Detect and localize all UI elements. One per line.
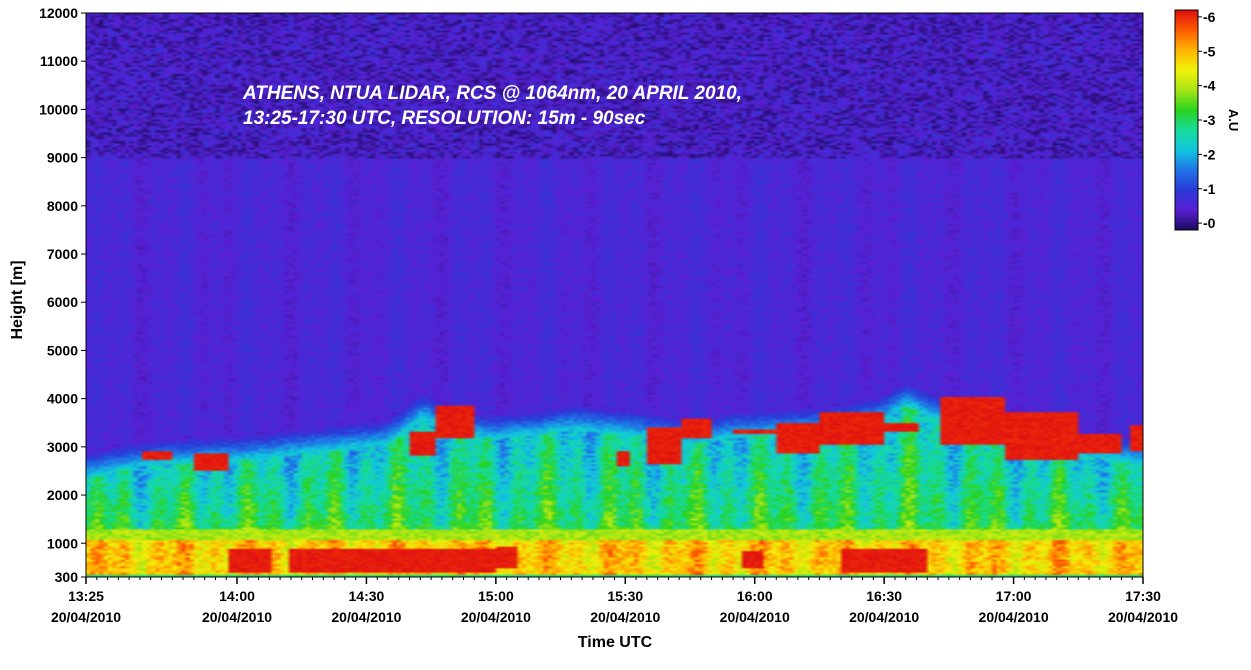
y-tick-label: 10000 <box>39 101 78 117</box>
colorbar-tick-label: -5 <box>1203 43 1216 59</box>
chart-title-line-2: 13:25-17:30 UTC, RESOLUTION: 15m - 90sec <box>243 108 646 129</box>
x-tick-date-label: 20/04/2010 <box>720 609 790 625</box>
colorbar-tick-label: -6 <box>1203 9 1216 25</box>
y-tick-label: 1000 <box>47 535 78 551</box>
x-axis-label: Time UTC <box>578 634 653 651</box>
x-tick-time-label: 15:30 <box>607 588 643 604</box>
colorbar-gradient <box>1175 10 1198 230</box>
colorbar-tick-label: -0 <box>1203 215 1216 231</box>
y-axis: 300 1000 2000 3000 4000 5000 6000 7000 8000 9000 1… <box>39 5 86 585</box>
x-tick-time-label: 14:00 <box>219 588 255 604</box>
colorbar-tick-label: -1 <box>1203 181 1216 197</box>
colorbar: -0 -1 -2 -3 -4 -5 -6 <box>1174 9 1216 231</box>
heatmap-plot <box>86 13 1143 577</box>
colorbar-tick-label: -2 <box>1203 146 1216 162</box>
x-tick-date-label: 20/04/2010 <box>202 609 272 625</box>
x-tick-time-label: 15:00 <box>478 588 514 604</box>
colorbar-tick-label: -3 <box>1203 112 1216 128</box>
colorbar-tick-label: -4 <box>1203 78 1216 94</box>
x-tick-time-label: 17:00 <box>996 588 1032 604</box>
x-tick-date-label: 20/04/2010 <box>979 609 1049 625</box>
x-tick-date-label: 20/04/2010 <box>849 609 919 625</box>
y-tick-label: 3000 <box>47 439 78 455</box>
heatmap-image <box>86 13 1143 577</box>
x-tick-date-label: 20/04/2010 <box>461 609 531 625</box>
y-tick-label: 5000 <box>47 342 78 358</box>
x-tick-date-label: 20/04/2010 <box>1108 609 1178 625</box>
colorbar-label: A.U <box>1226 109 1241 131</box>
x-tick-date-label: 20/04/2010 <box>51 609 121 625</box>
y-tick-label: 12000 <box>39 5 78 21</box>
x-tick-time-label: 14:30 <box>349 588 385 604</box>
x-tick-date-label: 20/04/2010 <box>331 609 401 625</box>
x-tick-time-label: 16:30 <box>866 588 902 604</box>
y-axis-label: Height [m] <box>9 260 26 339</box>
y-tick-label: 7000 <box>47 246 78 262</box>
chart-title-line-1: ATHENS, NTUA LIDAR, RCS @ 1064nm, 20 APR… <box>242 83 742 104</box>
y-tick-label: 6000 <box>47 294 78 310</box>
y-tick-label: 8000 <box>47 198 78 214</box>
y-tick-label: 9000 <box>47 150 78 166</box>
x-tick-time-label: 13:25 <box>68 588 104 604</box>
x-axis: 13:25 20/04/2010 14:00 20/04/2010 14:30 20/04… <box>51 577 1178 625</box>
x-tick-date-label: 20/04/2010 <box>590 609 660 625</box>
y-tick-label: 300 <box>55 569 79 585</box>
y-tick-label: 2000 <box>47 487 78 503</box>
y-tick-label: 11000 <box>40 53 78 69</box>
y-tick-label: 4000 <box>47 391 78 407</box>
x-tick-time-label: 16:00 <box>737 588 773 604</box>
x-tick-time-label: 17:30 <box>1125 588 1161 604</box>
